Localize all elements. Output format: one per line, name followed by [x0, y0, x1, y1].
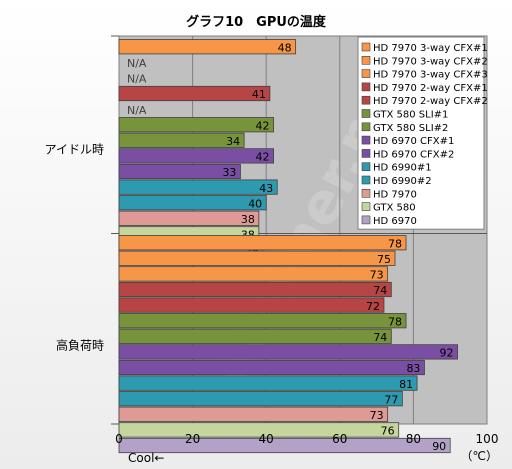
data-label: 73: [370, 269, 384, 282]
legend-swatch: [361, 215, 371, 225]
bar: [118, 297, 385, 313]
data-label: 77: [384, 393, 398, 406]
bar: [118, 235, 407, 251]
bar: [118, 179, 278, 195]
data-label: 74: [373, 331, 387, 344]
chart-title: グラフ10 GPUの温度: [186, 14, 327, 30]
legend-swatch: [361, 69, 371, 78]
bar: [118, 148, 274, 164]
data-label: 74: [373, 284, 387, 297]
bar: [118, 281, 392, 298]
data-label: 41: [252, 88, 266, 101]
x-tick-label: 80: [406, 432, 421, 446]
legend-box: [357, 36, 485, 230]
bar: [118, 437, 451, 454]
bar: [118, 250, 396, 266]
bar: [118, 422, 400, 438]
data-label: 75: [377, 253, 391, 266]
bar: [118, 117, 274, 133]
legend-swatch: [361, 202, 371, 211]
legend-entry: HD 7970 3-way CFX#1: [373, 43, 488, 54]
legend-entry: HD 7970 3-way CFX#3: [373, 70, 488, 81]
legend-entry: HD 6970 CFX#2: [373, 149, 454, 160]
legend-entry: HD 7970 3-way CFX#2: [373, 56, 488, 67]
bar: [118, 163, 241, 180]
group-label: アイドル時: [45, 143, 104, 157]
bar: [118, 344, 458, 360]
data-label: 83: [406, 362, 420, 375]
bar: [118, 359, 425, 376]
legend-entry: HD 6970 CFX#1: [373, 136, 454, 147]
bar: [118, 195, 267, 211]
legend-swatch: [361, 109, 371, 118]
bar: [118, 266, 389, 282]
legend-swatch: [361, 149, 371, 158]
bar: [118, 85, 271, 102]
legend-swatch: [361, 175, 371, 185]
bar: [118, 406, 389, 422]
legend-entry: HD 6990#2: [373, 176, 432, 187]
data-label: 78: [388, 315, 402, 328]
bar: [118, 39, 297, 55]
data-label: 90: [432, 440, 446, 453]
data-label: 81: [399, 378, 413, 391]
legend-swatch: [361, 122, 371, 132]
legend-entry: HD 6970: [373, 216, 417, 227]
x-tick-label: 60: [332, 432, 347, 446]
data-label-na: N/A: [127, 73, 147, 86]
data-label: 38: [241, 213, 255, 226]
bar: [118, 132, 245, 148]
legend-swatch: [361, 55, 371, 65]
data-label-na: N/A: [127, 57, 147, 70]
x-tick-label: 100: [476, 432, 499, 446]
bar: [118, 313, 407, 329]
legend-swatch: [361, 95, 371, 105]
data-label: 43: [259, 182, 273, 195]
group-label: 高負荷時: [56, 338, 104, 353]
data-label: 33: [222, 166, 236, 179]
legend-swatch: [361, 135, 371, 145]
legend-entry: HD 7970 2-way CFX#2: [373, 96, 488, 107]
legend-entry: GTX 580 SLI#1: [373, 110, 448, 121]
legend-swatch: [361, 189, 371, 198]
x-axis-label-cool: Cool←: [128, 451, 164, 465]
bar: [118, 391, 403, 407]
x-tick-label: 0: [115, 432, 123, 446]
legend-swatch: [361, 162, 371, 171]
legend-entry: GTX 580 SLI#2: [373, 123, 448, 134]
x-axis-unit: （℃）: [461, 449, 498, 463]
data-label: 48: [278, 41, 292, 54]
bar: [118, 210, 260, 226]
legend-entry: HD 6990#1: [373, 163, 432, 174]
data-label: 73: [370, 409, 384, 422]
bar: [118, 328, 392, 344]
data-label: 40: [248, 197, 262, 210]
data-label: 76: [381, 425, 395, 438]
data-label: 42: [256, 151, 270, 164]
legend-swatch: [361, 42, 371, 52]
bar: [118, 375, 418, 391]
data-label: 72: [366, 300, 380, 313]
data-label-na: N/A: [127, 104, 147, 117]
legend-swatch: [361, 82, 371, 92]
data-label: 92: [440, 347, 454, 360]
data-label: 42: [256, 119, 270, 132]
x-tick-label: 20: [185, 432, 200, 446]
legend-entry: HD 7970 2-way CFX#1: [373, 83, 488, 94]
data-label: 78: [388, 237, 402, 250]
data-label: 34: [226, 135, 240, 148]
legend-entry: GTX 580: [373, 203, 416, 214]
x-tick-label: 40: [259, 432, 274, 446]
legend-entry: HD 7970: [373, 189, 417, 200]
